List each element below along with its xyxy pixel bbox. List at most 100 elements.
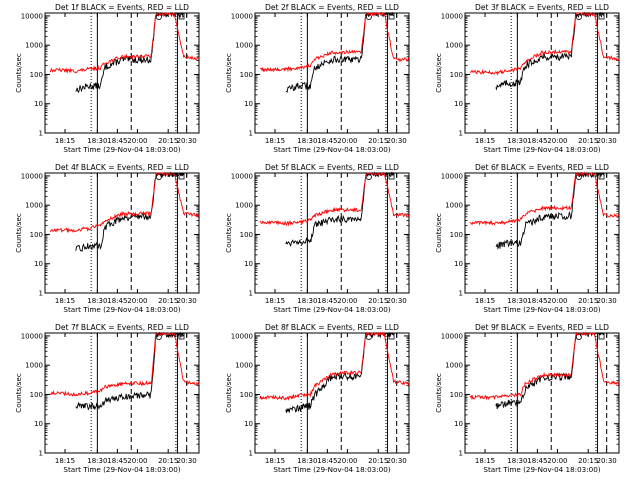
y-tick-label: 10 (454, 420, 463, 428)
panel-title: Det 8f BLACK = Events, RED = LLD (265, 323, 399, 332)
x-tick-label: 20:00 (337, 137, 357, 145)
plot-frame (44, 332, 200, 454)
y-tick-label: 1000 (445, 42, 463, 50)
x-tick-label: 20:15 (368, 297, 388, 305)
x-tick-label: 20:30 (177, 457, 197, 465)
x-tick-label: 20:30 (177, 297, 197, 305)
x-tick-label: 18:30 (507, 137, 527, 145)
x-tick-label: 18:15 (265, 137, 285, 145)
x-tick-label: 20:30 (597, 297, 617, 305)
y-tick-label: 100 (30, 231, 43, 239)
y-tick-label: 10000 (231, 332, 253, 340)
x-tick-label: 18:15 (265, 297, 285, 305)
y-tick-label: 10 (34, 420, 43, 428)
y-tick-label: 1 (249, 290, 253, 298)
x-tick-label: 18:15 (265, 457, 285, 465)
y-tick-label: 1000 (235, 202, 253, 210)
panel-title: Det 5f BLACK = Events, RED = LLD (265, 163, 399, 172)
y-tick-label: 10 (244, 100, 253, 108)
plot-frame (254, 12, 410, 134)
x-tick-label: 20:30 (177, 137, 197, 145)
marker-square (598, 333, 605, 340)
series-lld-line (49, 12, 200, 74)
plot-frame (44, 172, 200, 294)
y-tick-label: 10 (244, 420, 253, 428)
panel-det-5: Det 5f BLACK = Events, RED = LLD 1 10 100 10… (224, 163, 410, 314)
y-tick-label: 1000 (445, 202, 463, 210)
y-tick-label: 1 (459, 450, 463, 458)
x-tick-label: 18:45 (107, 137, 127, 145)
y-tick-label: 1 (39, 450, 43, 458)
y-tick-label: 10000 (441, 12, 463, 20)
x-tick-label: 18:30 (87, 457, 107, 465)
series-lld-line (49, 171, 199, 234)
x-tick-label: 18:15 (475, 137, 495, 145)
panel-title: Det 2f BLACK = Events, RED = LLD (265, 3, 399, 12)
x-tick-label: 20:15 (158, 137, 178, 145)
x-tick-label: 20:30 (387, 137, 407, 145)
x-tick-label: 18:30 (297, 137, 317, 145)
series-lld-line (469, 331, 620, 401)
x-tick-label: 18:45 (527, 297, 547, 305)
panel-title: Det 7f BLACK = Events, RED = LLD (55, 323, 189, 332)
x-axis-label: Start Time (29-Nov-04 18:03:00) (483, 305, 600, 314)
x-tick-label: 20:00 (127, 137, 147, 145)
panel-det-8: Det 8f BLACK = Events, RED = LLD 1 10 100 10… (224, 323, 410, 474)
x-tick-label: 18:15 (475, 457, 495, 465)
y-axis-label: Counts/sec (434, 213, 443, 253)
y-tick-label: 1 (459, 290, 463, 298)
y-tick-label: 100 (30, 71, 43, 79)
y-tick-label: 10 (454, 260, 463, 268)
x-tick-label: 18:30 (87, 137, 107, 145)
x-axis-label: Start Time (29-Nov-04 18:03:00) (483, 465, 600, 474)
plot-frame (254, 332, 410, 454)
x-tick-label: 18:30 (297, 297, 317, 305)
y-tick-label: 1 (39, 290, 43, 298)
y-tick-label: 1000 (25, 362, 43, 370)
x-axis-label: Start Time (29-Nov-04 18:03:00) (63, 465, 180, 474)
x-tick-label: 20:15 (368, 457, 388, 465)
y-axis-label: Counts/sec (224, 213, 233, 253)
y-tick-label: 1 (459, 130, 463, 138)
x-tick-label: 18:15 (55, 137, 75, 145)
x-tick-label: 20:00 (127, 457, 147, 465)
panel-det-9: Det 9f BLACK = Events, RED = LLD 1 10 100 10… (434, 323, 620, 474)
x-tick-label: 20:15 (368, 137, 388, 145)
x-axis-label: Start Time (29-Nov-04 18:03:00) (63, 305, 180, 314)
x-tick-label: 20:15 (578, 457, 598, 465)
x-tick-label: 20:00 (547, 137, 567, 145)
series-lld-line (469, 171, 620, 226)
x-tick-label: 18:30 (87, 297, 107, 305)
panel-det-2: Det 2f BLACK = Events, RED = LLD 1 10 100 10… (224, 3, 410, 154)
series-lld-line (469, 12, 620, 76)
y-tick-label: 10 (244, 260, 253, 268)
y-tick-label: 1 (249, 450, 253, 458)
panel-det-7: Det 7f BLACK = Events, RED = LLD 1 10 100 10… (14, 323, 200, 474)
y-tick-label: 100 (450, 71, 463, 79)
y-tick-label: 10000 (21, 12, 43, 20)
x-tick-label: 20:00 (337, 457, 357, 465)
series-events-line (285, 171, 395, 247)
y-axis-label: Counts/sec (434, 373, 443, 413)
y-tick-label: 1000 (235, 362, 253, 370)
x-axis-label: Start Time (29-Nov-04 18:03:00) (63, 145, 180, 154)
x-tick-label: 18:30 (297, 457, 317, 465)
panel-det-3: Det 3f BLACK = Events, RED = LLD 1 10 100 10… (434, 3, 620, 154)
y-tick-label: 10000 (231, 12, 253, 20)
panel-det-1: Det 1f BLACK = Events, RED = LLD 1 10 100 10… (14, 3, 200, 154)
x-tick-label: 20:15 (578, 297, 598, 305)
x-tick-label: 20:00 (547, 457, 567, 465)
series-events-line (75, 331, 184, 411)
y-tick-label: 100 (450, 231, 463, 239)
panel-title: Det 1f BLACK = Events, RED = LLD (55, 3, 189, 12)
series-events-line (75, 171, 185, 252)
x-tick-label: 20:30 (387, 457, 407, 465)
y-tick-label: 100 (240, 231, 253, 239)
plot-frame (464, 332, 620, 454)
x-tick-label: 18:45 (317, 457, 337, 465)
y-tick-label: 1000 (445, 362, 463, 370)
x-tick-label: 18:45 (317, 297, 337, 305)
y-tick-label: 100 (240, 71, 253, 79)
y-tick-label: 10 (454, 100, 463, 108)
y-tick-label: 1000 (25, 42, 43, 50)
